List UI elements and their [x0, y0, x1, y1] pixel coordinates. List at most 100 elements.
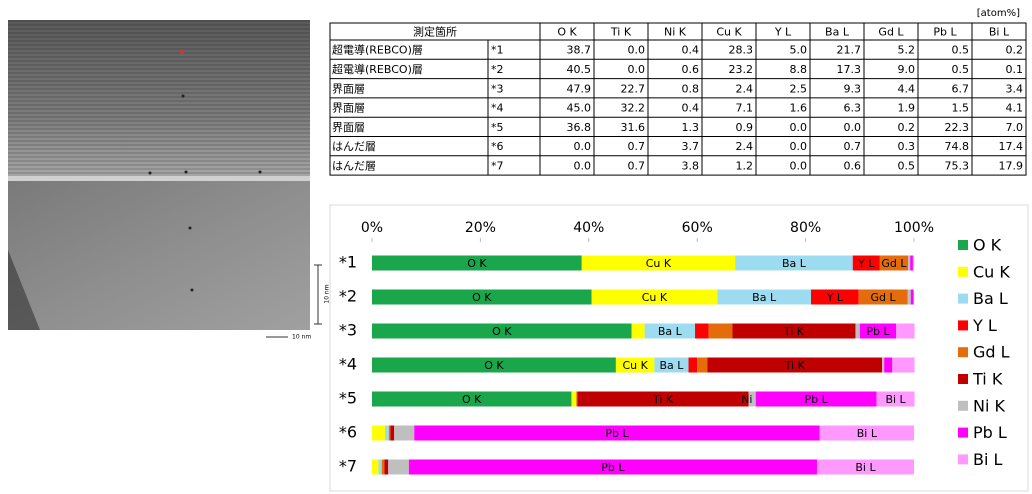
table-value: 9.0: [898, 63, 916, 76]
bar-segment: [695, 323, 709, 339]
table-value: 0.4: [682, 102, 700, 115]
bar-segment: [631, 323, 645, 339]
x-tick-label: 60%: [682, 220, 713, 236]
y-tick-label: *1: [339, 253, 357, 272]
x-tick-label: 0%: [361, 220, 383, 236]
bar-segment: [913, 289, 914, 305]
segment-label: Cu K: [622, 359, 648, 372]
legend-swatch: [958, 240, 968, 250]
bar-segment: [644, 323, 696, 339]
row-id: *5: [491, 121, 504, 134]
table-value: 0.0: [574, 140, 592, 153]
segment-label: O K: [472, 291, 492, 304]
bar-segment: [378, 459, 382, 475]
table-value: 0.5: [952, 63, 970, 76]
table-value: 0.0: [790, 159, 808, 172]
table-value: 0.5: [952, 44, 970, 57]
bar-segment: [755, 391, 877, 407]
bar-segment: [571, 391, 577, 407]
bar-segment: [372, 289, 592, 305]
table-value: 2.5: [790, 82, 808, 95]
legend-swatch: [958, 400, 968, 411]
bar-segment: [882, 357, 885, 373]
bar-segment: [879, 255, 909, 271]
bar-segment: [816, 459, 914, 475]
x-tick-label: 40%: [573, 220, 604, 236]
bar-segment: [892, 357, 915, 373]
column-header: Pb L: [933, 26, 957, 39]
bar-segment: [372, 357, 616, 373]
bar-segment: [390, 425, 395, 441]
bar-segment: [910, 289, 914, 305]
bar-segment: [388, 425, 391, 441]
table-value: 0.0: [790, 140, 808, 153]
bar-segment: [717, 289, 812, 305]
scale-label: 10 nm: [324, 284, 331, 303]
table-value: 0.0: [628, 63, 646, 76]
x-tick-label: 80%: [790, 220, 821, 236]
table-value: 0.2: [898, 121, 916, 134]
row-label: はんだ層: [332, 159, 376, 172]
row-id: *4: [491, 102, 504, 115]
legend-swatch: [958, 427, 968, 438]
bar-segment: [912, 255, 914, 271]
table-value: 32.2: [621, 102, 646, 115]
legend-label: Pb L: [973, 423, 1007, 442]
bar-segment: [414, 425, 820, 441]
legend-label: Cu K: [973, 262, 1010, 281]
segment-label: Bi L: [857, 427, 878, 440]
segment-label: O K: [492, 325, 512, 338]
column-header: Cu K: [716, 26, 742, 39]
bar-segment: [384, 459, 389, 475]
chart: 0% 20% 40% 60% 80% 100% *1 O K Cu K Ba L Y L Gd L *2…: [339, 220, 1011, 476]
legend-swatch: [958, 347, 968, 358]
table-value: 28.3: [729, 44, 754, 57]
legend-label: Ti K: [972, 370, 1003, 389]
table-value: 0.0: [790, 121, 808, 134]
table-value: 0.6: [682, 63, 700, 76]
bar-segment: [372, 459, 379, 475]
segment-label: Ba L: [659, 359, 684, 372]
table-value: 74.8: [945, 140, 970, 153]
table-value: 17.4: [999, 140, 1024, 153]
bar-segment: [732, 323, 856, 339]
table-value: 47.9: [567, 82, 592, 95]
legend-label: Gd L: [973, 343, 1010, 362]
table-value: 8.8: [790, 63, 808, 76]
table-value: 5.2: [898, 44, 916, 57]
bar-segment: [697, 357, 708, 373]
bar-segment: [908, 255, 911, 271]
table-value: 5.0: [790, 44, 808, 57]
table-value: 0.0: [844, 121, 862, 134]
y-tick-label: *6: [339, 423, 357, 442]
legend-label: Ba L: [973, 289, 1008, 308]
row-id: *1: [491, 44, 504, 57]
y-tick-label: *5: [339, 389, 357, 408]
table-border: [329, 22, 1027, 176]
table: [atom%] 測定箇所 O K Ti K Ni K Cu K Y L Ba L Gd L Pb…: [329, 8, 1027, 176]
table-value: 0.1: [1006, 63, 1024, 76]
legend-swatch: [958, 266, 968, 277]
table-value: 22.7: [621, 82, 646, 95]
segment-label: Gd L: [871, 291, 897, 304]
table-value: 1.3: [682, 121, 700, 134]
table-value: 0.8: [682, 82, 700, 95]
segment-label: Pb L: [866, 325, 890, 338]
row-id: *7: [491, 159, 504, 172]
x-tick-label: 20%: [465, 220, 496, 236]
segment-label: O K: [462, 393, 482, 406]
table-value: 36.8: [567, 121, 592, 134]
table-value: 0.4: [682, 44, 700, 57]
bar-segment: [884, 357, 893, 373]
table-value: 3.8: [682, 159, 700, 172]
table-value: 6.7: [952, 82, 970, 95]
legend-label: O K: [973, 236, 1002, 255]
bar-segment: [654, 357, 689, 373]
table-value: 2.4: [736, 82, 754, 95]
y-tick-label: *3: [339, 321, 357, 340]
y-tick-label: *7: [339, 457, 357, 476]
table-value: 0.7: [628, 159, 646, 172]
table-value: 1.9: [898, 102, 916, 115]
segment-label: Ba L: [752, 291, 777, 304]
